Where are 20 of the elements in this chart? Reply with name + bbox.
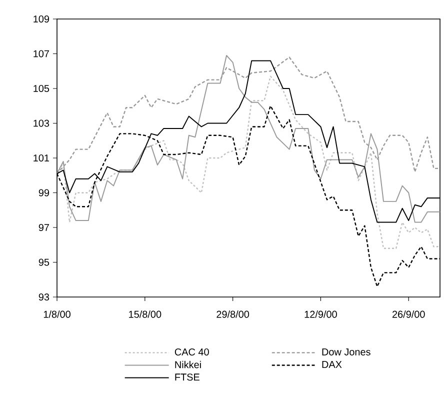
x-tick-label: 26/9/00: [392, 310, 425, 318]
y-tick-label: 99: [38, 189, 50, 196]
x-tick-label: 29/8/00: [216, 310, 250, 318]
legend-label: FTSE: [175, 374, 200, 381]
y-tick-label: 103: [34, 120, 50, 127]
legend-label: CAC 40: [174, 348, 209, 356]
x-tick-label: 15/8/00: [129, 310, 162, 318]
y-tick-label: 95: [38, 258, 50, 266]
y-tick-label: 101: [34, 154, 50, 162]
y-tick-label: 105: [34, 84, 50, 92]
y-tick-label: 107: [34, 50, 49, 58]
legend-label: Nikkei: [175, 360, 201, 368]
x-tick-label: 1/8/00: [44, 310, 70, 318]
line-series: [57, 76, 440, 249]
y-tick-label: 109: [34, 15, 50, 23]
legend-label: Dow Jones: [322, 348, 370, 356]
y-tick-label: 93: [38, 293, 50, 301]
legend-label: DAX: [322, 361, 342, 368]
y-tick-label: 97: [38, 224, 49, 232]
x-tick-label: 12/9/00: [304, 310, 337, 318]
